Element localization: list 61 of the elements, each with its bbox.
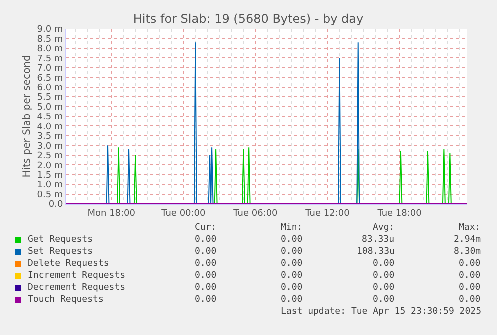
text: 0.00 — [281, 259, 303, 269]
text: 0.00 — [195, 283, 217, 293]
x-tick-label: Tue 12:00 — [304, 208, 350, 219]
text: 108.33u — [357, 247, 395, 257]
text: 0.00 — [459, 283, 481, 293]
x-tick-label: Tue 18:00 — [376, 208, 422, 219]
legend-label: Touch Requests — [28, 295, 104, 305]
text: 0.00 — [373, 271, 395, 281]
text: 0.00 — [281, 283, 303, 293]
y-tick-label: 6.5 m — [37, 74, 64, 84]
y-tick-label: 7.5 m — [37, 54, 64, 64]
legend-label: Decrement Requests — [28, 283, 126, 293]
y-tick-label: 8.0 m — [37, 44, 64, 55]
text: 0.00 — [373, 283, 395, 293]
text: 0.00 — [281, 271, 303, 281]
y-tick-label: 2.0 m — [37, 161, 64, 172]
text: 8.30m — [454, 247, 482, 257]
text: 0.00 — [373, 259, 395, 269]
text: 0.00 — [281, 235, 303, 245]
y-tick-label: 4.0 m — [37, 122, 64, 132]
text: Cur: — [195, 223, 217, 233]
y-tick-label: 1.0 m — [37, 180, 64, 191]
text: 0.00 — [195, 271, 217, 281]
y-tick-label: 3.5 m — [37, 132, 64, 142]
text: 0.00 — [195, 295, 217, 305]
text: 0.00 — [459, 271, 481, 281]
text: 83.33u — [362, 235, 395, 245]
y-tick-label: 3.0 m — [37, 142, 64, 152]
text: Max: — [459, 223, 481, 233]
text: Last update: Tue Apr 15 23:30:59 2025 — [281, 307, 482, 317]
text: Avg: — [373, 223, 395, 233]
legend-label: Get Requests — [28, 235, 94, 245]
y-tick-label: 0.5 m — [37, 190, 64, 200]
y-tick-label: 5.0 m — [37, 102, 64, 113]
x-tick-label: Mon 18:00 — [88, 208, 136, 219]
text: 2.94m — [454, 235, 482, 245]
legend-label: Set Requests — [28, 247, 94, 257]
text: 0.00 — [195, 259, 217, 269]
y-tick-label: 6.0 m — [37, 83, 64, 94]
text: Min: — [281, 223, 303, 233]
text: 0.00 — [281, 295, 303, 305]
text: 0.00 — [281, 247, 303, 257]
y-tick-label: 1.5 m — [37, 170, 64, 181]
x-tick-label: Tue 06:00 — [232, 208, 278, 219]
text: 0.00 — [459, 259, 481, 269]
y-tick-label: 7.0 m — [37, 64, 64, 74]
text: 0.00 — [195, 247, 217, 257]
text: 0.00 — [373, 295, 395, 305]
y-tick-label: 9.0 m — [37, 25, 64, 36]
text: 0.00 — [459, 295, 481, 305]
chart-title: Hits for Slab: 19 (5680 Bytes) - by day — [133, 12, 364, 26]
y-tick-label: 2.5 m — [37, 152, 64, 162]
text: 0.00 — [195, 235, 217, 245]
x-tick-label: Tue 00:00 — [160, 208, 206, 219]
legend-label: Increment Requests — [28, 271, 126, 281]
legend-label: Delete Requests — [28, 259, 110, 269]
y-tick-label: 8.5 m — [37, 34, 64, 45]
y-tick-label: 4.5 m — [37, 112, 64, 123]
y-axis-title: Hits per Slab per second — [22, 55, 34, 178]
y-tick-label: 5.5 m — [37, 93, 64, 104]
y-tick-label: 0.0 — [48, 200, 64, 210]
